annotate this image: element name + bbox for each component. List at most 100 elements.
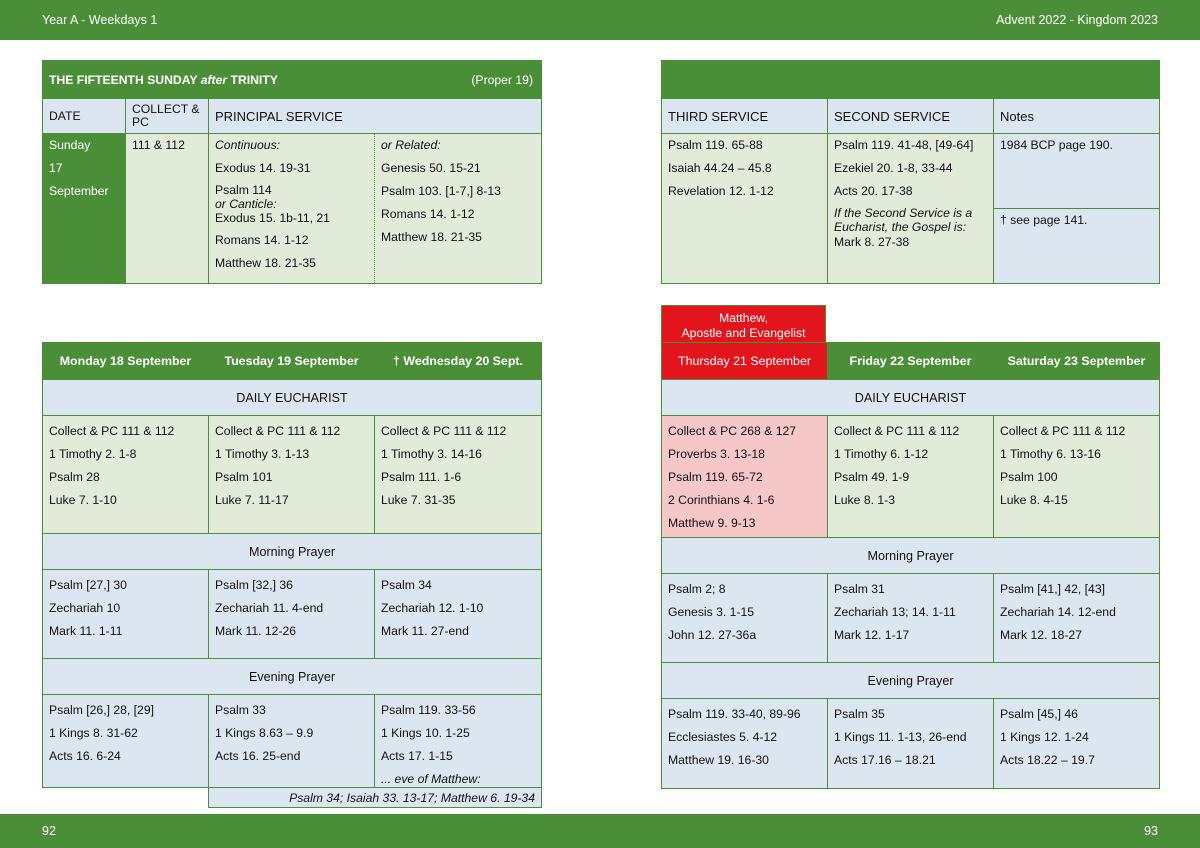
- daily-eucharist-label: DAILY EUCHARIST: [42, 379, 542, 416]
- evening-cell-wednesday: Psalm 119. 33-56 1 Kings 10. 1-25 Acts 1…: [374, 694, 542, 788]
- reading: Psalm [26,] 28, [29]: [49, 703, 155, 717]
- reading: 1 Kings 8. 31-62: [49, 726, 138, 740]
- eve-of-matthew-label: ... eve of Matthew:: [381, 772, 481, 786]
- evening-cell-thursday: Psalm 119. 33-40, 89-96 Ecclesiastes 5. …: [661, 698, 828, 789]
- page-number-right: 93: [1144, 824, 1158, 838]
- date-month: September: [49, 184, 109, 198]
- sunday-date-cell: Sunday 17 September: [42, 133, 126, 284]
- reading: Psalm [27,] 30: [49, 578, 127, 592]
- cont-reading-5: Matthew 18. 21-35: [215, 256, 316, 270]
- reading: Psalm 2; 8: [668, 582, 726, 596]
- morning-cell-tuesday: Psalm [32,] 36 Zechariah 11. 4-end Mark …: [208, 569, 375, 659]
- right-title-bar: [660, 60, 1161, 99]
- continuous-label: Continuous:: [215, 138, 281, 152]
- reading: 1 Kings 11. 1-13, 26-end: [834, 730, 967, 744]
- eve-readings: Psalm 34; Isaiah 33. 13-17; Matthew 6. 1…: [289, 790, 535, 805]
- reading: Psalm 119. 65-72: [668, 470, 763, 484]
- eve-readings-cell: Psalm 34; Isaiah 33. 13-17; Matthew 6. 1…: [208, 787, 542, 808]
- reading: Acts 18.22 – 19.7: [1000, 753, 1095, 767]
- sunday-title-row: THE FIFTEENTH SUNDAY after TRINITY (Prop…: [41, 60, 543, 99]
- reading: Psalm 49. 1-9: [834, 470, 910, 484]
- week-left-table: Monday 18 September Tuesday 19 September…: [42, 342, 542, 808]
- reading: Acts 16. 25-end: [215, 749, 301, 763]
- date-day: Sunday: [49, 138, 91, 152]
- evening-cell-tuesday: Psalm 33 1 Kings 8.63 – 9.9 Acts 16. 25-…: [208, 694, 375, 788]
- reading: Psalm 101: [215, 470, 273, 484]
- reading: 1 Timothy 6. 13-16: [1000, 447, 1101, 461]
- page-number-left: 92: [42, 824, 56, 838]
- day-header-saturday: Saturday 23 September: [993, 342, 1160, 380]
- third-service-cell: Psalm 119. 65-88 Isaiah 44.24 – 45.8 Rev…: [661, 133, 828, 284]
- reading: 1 Kings 10. 1-25: [381, 726, 470, 740]
- morning-cell-thursday: Psalm 2; 8 Genesis 3. 1-15 John 12. 27-3…: [661, 573, 828, 663]
- notes-text-2: † see page 141.: [1000, 213, 1088, 227]
- reading: Psalm 33: [215, 703, 266, 717]
- reading: Psalm 119. 33-40, 89-96: [668, 707, 801, 721]
- reading: Mark 11. 1-11: [49, 624, 123, 638]
- reading: 1 Kings 12. 1-24: [1000, 730, 1089, 744]
- day-header-monday: Monday 18 September: [42, 342, 209, 380]
- evening-prayer-label: Evening Prayer: [42, 658, 542, 695]
- reading: Luke 7. 11-17: [215, 493, 289, 507]
- morning-cell-wednesday: Psalm 34 Zechariah 12. 1-10 Mark 11. 27-…: [374, 569, 542, 659]
- second-service-cell: Psalm 119. 41-48, [49-64] Ezekiel 20. 1-…: [827, 133, 994, 284]
- reading: Luke 7. 1-10: [49, 493, 117, 507]
- reading: 1 Timothy 3. 14-16: [381, 447, 482, 461]
- reading: Collect & PC 111 & 112: [834, 424, 960, 438]
- rel-reading-2: Psalm 103. [1-7,] 8-13: [381, 184, 501, 198]
- reading: Matthew 9. 9-13: [668, 516, 756, 530]
- reading: Psalm 35: [834, 707, 885, 721]
- reading: Psalm 28: [49, 470, 100, 484]
- rel-reading-1: Genesis 50. 15-21: [381, 161, 481, 175]
- morning-cell-monday: Psalm [27,] 30 Zechariah 10 Mark 11. 1-1…: [42, 569, 209, 659]
- evening-cell-monday: Psalm [26,] 28, [29] 1 Kings 8. 31-62 Ac…: [42, 694, 209, 788]
- reading: Psalm [32,] 36: [215, 578, 293, 592]
- morning-prayer-label: Morning Prayer: [42, 533, 542, 570]
- col-second: SECOND SERVICE: [827, 98, 994, 134]
- reading: Collect & PC 111 & 112: [381, 424, 507, 438]
- col-third: THIRD SERVICE: [661, 98, 828, 134]
- reading: Matthew 19. 16-30: [668, 753, 769, 767]
- notes-text-1: 1984 BCP page 190.: [1000, 138, 1113, 152]
- reading: Ecclesiastes 5. 4-12: [668, 730, 778, 744]
- col-notes: Notes: [992, 98, 1161, 134]
- daily-cell-tuesday: Collect & PC 111 & 112 1 Timothy 3. 1-13…: [208, 415, 375, 534]
- col-principal: PRINCIPAL SERVICE: [207, 98, 543, 134]
- reading: 1 Timothy 3. 1-13: [215, 447, 310, 461]
- continuous-cell: Continuous: Exodus 14. 19-31 Psalm 114 or…: [208, 133, 375, 284]
- header-left: Year A - Weekdays 1: [42, 13, 158, 27]
- reading: Psalm 34: [381, 578, 432, 592]
- reading: Psalm [41,] 42, [43]: [1000, 582, 1106, 596]
- third-reading-3: Revelation 12. 1-12: [668, 184, 774, 198]
- morning-cell-friday: Psalm 31 Zechariah 13; 14. 1-11 Mark 12.…: [827, 573, 994, 663]
- rel-reading-3: Romans 14. 1-12: [381, 207, 475, 221]
- sunday-title: THE FIFTEENTH SUNDAY after TRINITY: [49, 72, 278, 87]
- third-reading-2: Isaiah 44.24 – 45.8: [668, 161, 772, 175]
- notes-cell-1: 1984 BCP page 190.: [992, 133, 1161, 209]
- reading: Zechariah 10: [49, 601, 121, 615]
- related-label: or Related:: [381, 138, 441, 152]
- reading: 1 Kings 8.63 – 9.9: [215, 726, 314, 740]
- daily-cell-friday: Collect & PC 111 & 112 1 Timothy 6. 1-12…: [827, 415, 994, 538]
- feast-title: Apostle and Evangelist: [681, 326, 806, 340]
- reading: Psalm 100: [1000, 470, 1058, 484]
- reading: Luke 8. 4-15: [1000, 493, 1068, 507]
- reading: Acts 16. 6-24: [49, 749, 121, 763]
- reading: 1 Timothy 6. 1-12: [834, 447, 929, 461]
- reading: 2 Corinthians 4. 1-6: [668, 493, 775, 507]
- reading: Zechariah 14. 12-end: [1000, 605, 1116, 619]
- related-cell: or Related: Genesis 50. 15-21 Psalm 103.…: [373, 133, 543, 284]
- day-header-thursday: Thursday 21 September: [661, 342, 828, 380]
- reading: Collect & PC 111 & 112: [1000, 424, 1126, 438]
- reading: Luke 7. 31-35: [381, 493, 456, 507]
- day-header-friday: Friday 22 September: [827, 342, 994, 380]
- header-right: Advent 2022 - Kingdom 2023: [996, 13, 1158, 27]
- reading: Genesis 3. 1-15: [668, 605, 755, 619]
- second-reading-4: Mark 8. 27-38: [834, 235, 910, 249]
- reading: Acts 17.16 – 18.21: [834, 753, 936, 767]
- day-header-tuesday: Tuesday 19 September: [208, 342, 375, 380]
- reading: Psalm 111. 1-6: [381, 470, 462, 484]
- reading: Luke 8. 1-3: [834, 493, 895, 507]
- sunday-collect-cell: 111 & 112: [125, 133, 209, 284]
- col-collect: COLLECT & PC: [125, 98, 209, 134]
